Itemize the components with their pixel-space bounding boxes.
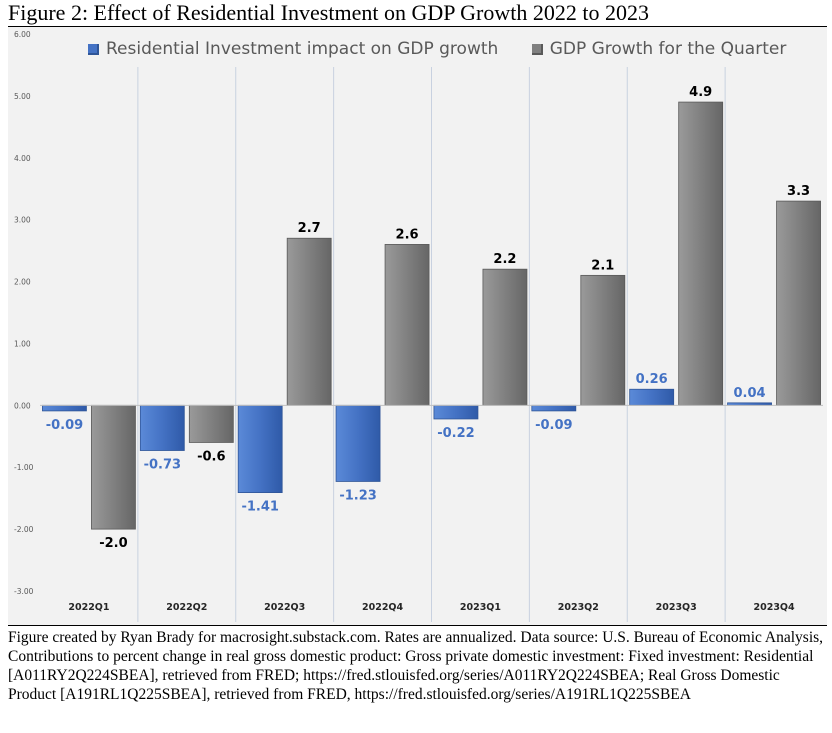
residential-value-label: 0.26 xyxy=(636,372,668,387)
residential-bar xyxy=(139,404,185,451)
residential-bar xyxy=(433,404,479,420)
x-category-label: 2023Q4 xyxy=(753,602,795,613)
legend-label-gdp: GDP Growth for the Quarter xyxy=(549,39,787,59)
gdp-value-label: 2.6 xyxy=(396,227,419,242)
x-category-label: 2023Q2 xyxy=(558,602,599,613)
residential-value-label: -1.41 xyxy=(241,500,278,515)
gdp-value-label: 3.3 xyxy=(787,184,810,199)
x-category-label: 2022Q4 xyxy=(362,602,404,613)
y-tick-label: 6.00 xyxy=(14,30,31,39)
x-category-label: 2023Q3 xyxy=(656,602,697,613)
y-tick-label: 0.00 xyxy=(14,401,31,410)
figure-title: Figure 2: Effect of Residential Investme… xyxy=(8,0,649,25)
residential-bar xyxy=(42,404,87,412)
gdp-value-label: 2.2 xyxy=(493,252,516,267)
x-category-label: 2022Q1 xyxy=(68,602,109,613)
gdp-bar xyxy=(286,237,332,406)
gdp-bar xyxy=(580,274,626,406)
legend-swatch-gdp xyxy=(531,43,543,55)
legend-label-residential: Residential Investment impact on GDP gro… xyxy=(106,39,499,59)
gdp-bar xyxy=(188,404,234,443)
gdp-bar xyxy=(384,244,430,406)
gdp-bar xyxy=(482,268,528,406)
y-tick-label: 4.00 xyxy=(14,154,31,163)
gdp-value-label: -0.6 xyxy=(197,449,225,464)
residential-value-label: -0.09 xyxy=(535,418,572,433)
x-category-label: 2022Q2 xyxy=(166,602,207,613)
residential-bar xyxy=(335,404,381,482)
y-tick-label: 1.00 xyxy=(14,339,31,348)
gdp-bar xyxy=(91,404,136,530)
residential-value-label: -0.22 xyxy=(437,426,474,441)
y-tick-label: -1.00 xyxy=(14,463,34,472)
chart-legend: Residential Investment impact on GDP gro… xyxy=(88,39,814,60)
residential-value-label: -0.73 xyxy=(144,458,181,473)
legend-item-residential: Residential Investment impact on GDP gro… xyxy=(88,39,498,59)
y-tick-label: 3.00 xyxy=(14,216,31,225)
y-tick-label: -2.00 xyxy=(14,525,34,534)
figure-caption: Figure created by Ryan Brady for macrosi… xyxy=(8,629,824,703)
y-tick-label: -3.00 xyxy=(14,587,34,596)
x-category-label: 2022Q3 xyxy=(264,602,305,613)
residential-bar xyxy=(531,404,577,412)
residential-bar xyxy=(237,404,283,493)
gdp-value-label: 2.7 xyxy=(298,221,321,236)
gdp-bar xyxy=(776,200,821,406)
residential-bar xyxy=(629,388,675,406)
x-category-label: 2023Q1 xyxy=(460,602,501,613)
y-tick-label: 5.00 xyxy=(14,92,31,101)
residential-value-label: -0.09 xyxy=(46,418,83,433)
legend-item-gdp: GDP Growth for the Quarter xyxy=(531,39,787,59)
residential-value-label: -1.23 xyxy=(339,488,376,503)
gdp-bar xyxy=(678,101,724,406)
gdp-value-label: -2.0 xyxy=(99,536,127,551)
y-tick-label: 2.00 xyxy=(14,278,31,287)
gdp-value-label: 2.1 xyxy=(591,258,614,273)
bar-chart: -3.00 -2.00 -1.00 0.00 1.00 2.00 3.00 4.00 5.00 6… xyxy=(14,30,823,622)
chart-area: -3.00 -2.00 -1.00 0.00 1.00 2.00 3.00 4.00 5.00 6… xyxy=(8,26,827,626)
gdp-value-label: 4.9 xyxy=(689,85,712,100)
legend-swatch-residential xyxy=(88,43,99,55)
residential-value-label: 0.04 xyxy=(734,386,766,401)
